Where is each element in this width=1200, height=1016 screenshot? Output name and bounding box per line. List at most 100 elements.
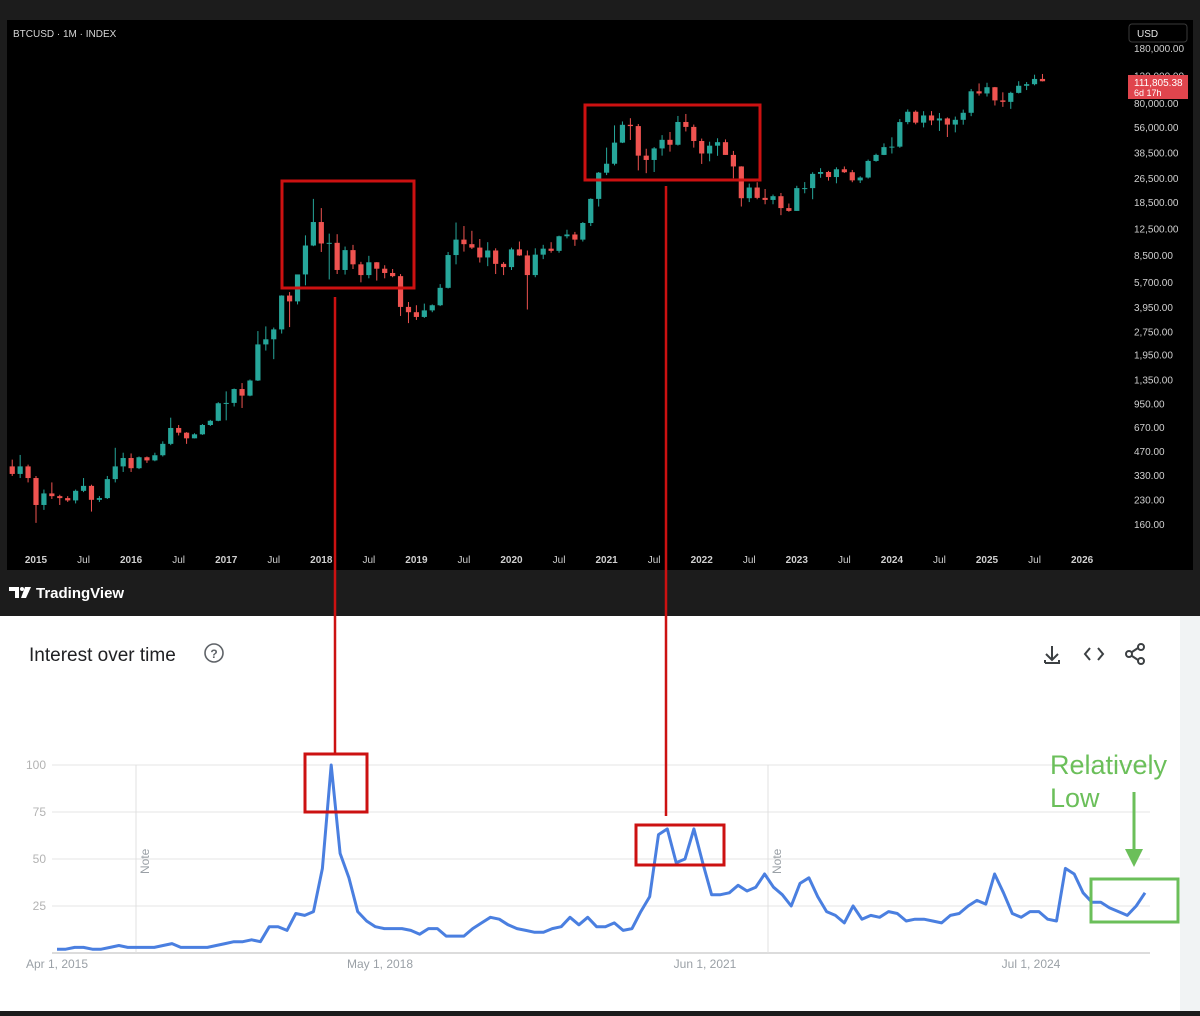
candle: [9, 459, 15, 476]
time-tick-label: 2024: [881, 555, 904, 566]
candle: [921, 111, 927, 128]
tradingview-footer: TradingView: [0, 570, 1200, 616]
time-tick-label: 2015: [25, 555, 48, 566]
candle: [199, 424, 206, 435]
time-tick-label: Jul: [77, 555, 90, 566]
candle: [421, 303, 427, 318]
candle: [112, 447, 118, 483]
candle: [675, 115, 681, 146]
candle: [453, 222, 459, 265]
time-tick-label: 2023: [786, 555, 809, 566]
candle: [294, 274, 301, 305]
candle: [825, 170, 832, 181]
candle: [57, 494, 63, 505]
candle: [191, 433, 198, 439]
candle: [683, 113, 689, 132]
candle: [1039, 73, 1046, 82]
candle: [247, 379, 253, 397]
time-tick-label: Jul: [648, 555, 661, 566]
candle: [556, 235, 562, 253]
candle: [73, 489, 79, 504]
price-tick-label: 670.00: [1134, 423, 1165, 434]
btcusd-candlestick-chart: 180,000.00120,000.0080,000.0056,000.0038…: [9, 23, 1188, 566]
candle: [437, 284, 443, 307]
tradingview-brand: TradingView: [36, 585, 124, 602]
candle: [667, 131, 673, 152]
time-tick-label: Jul: [553, 555, 566, 566]
candle: [873, 153, 879, 162]
candle: [952, 116, 958, 133]
candle: [358, 261, 364, 283]
price-tick-label: 950.00: [1134, 399, 1165, 410]
candle: [516, 241, 523, 256]
candle: [976, 83, 982, 96]
price-tick-label: 1,950.00: [1134, 351, 1173, 362]
note-marker-1[interactable]: Note: [135, 765, 152, 953]
time-tick-label: 2022: [691, 555, 714, 566]
candle: [604, 147, 610, 176]
price-tick-label: 2,750.00: [1134, 327, 1173, 338]
candle: [65, 496, 71, 502]
price-tick-label: 330.00: [1134, 471, 1165, 482]
candle: [207, 419, 213, 426]
help-circle-icon[interactable]: ?: [204, 643, 224, 663]
candle: [41, 489, 47, 510]
candle: [936, 112, 943, 131]
price-tick-label: 80,000.00: [1134, 99, 1179, 110]
candle: [984, 82, 990, 97]
candle: [318, 208, 324, 252]
candle: [770, 194, 776, 205]
candle: [572, 231, 578, 246]
note-marker-2[interactable]: Note: [767, 765, 784, 953]
candle: [342, 246, 348, 275]
candle: [429, 304, 435, 313]
candle: [596, 171, 602, 207]
candle: [88, 484, 95, 512]
time-scale[interactable]: 2015 Jul 2016 Jul 2017 Jul 2018 Jul 2019 Jul 2020 J…: [25, 555, 1094, 566]
last-price-label: 111,805.38: [1134, 78, 1183, 89]
candle: [532, 248, 538, 278]
candle: [485, 242, 491, 267]
countdown-label: 6d 17h: [1134, 88, 1162, 98]
candle: [897, 119, 903, 148]
candle: [80, 478, 87, 493]
time-tick-label: 2019: [405, 555, 428, 566]
candle: [350, 244, 356, 269]
candle: [390, 268, 396, 278]
candle: [397, 274, 404, 316]
candle: [651, 147, 657, 172]
note-label-1: Note: [138, 848, 152, 874]
x-tick-label: Apr 1, 2015: [26, 957, 88, 971]
candle: [334, 234, 340, 275]
y-tick-label: 100: [26, 758, 46, 772]
candle: [326, 233, 332, 280]
candle: [611, 125, 618, 166]
candle: [469, 230, 475, 250]
candle: [49, 482, 55, 499]
price-tick-label: 3,950.00: [1134, 303, 1173, 314]
candle: [722, 139, 729, 155]
price-tick-label: 160.00: [1134, 520, 1165, 531]
candle: [548, 242, 554, 253]
candle: [136, 456, 142, 470]
candle: [302, 235, 309, 286]
candle: [152, 452, 158, 462]
candle: [849, 169, 855, 183]
candle: [960, 109, 966, 125]
embed-code-icon[interactable]: [1083, 647, 1105, 661]
time-tick-label: 2026: [1071, 555, 1094, 566]
download-icon[interactable]: [1044, 646, 1060, 664]
tradingview-logo[interactable]: TradingView: [9, 585, 124, 602]
candle: [1008, 91, 1014, 109]
candle: [366, 255, 372, 279]
candle: [714, 138, 721, 156]
candle: [382, 265, 388, 279]
price-scale[interactable]: 180,000.00120,000.0080,000.0056,000.0038…: [1134, 44, 1184, 531]
candle: [144, 456, 150, 463]
share-icon[interactable]: [1125, 643, 1145, 665]
currency-button[interactable]: USD: [1128, 23, 1188, 43]
candle: [730, 150, 736, 179]
candle: [1031, 74, 1038, 86]
candle: [746, 183, 752, 203]
price-tick-label: 230.00: [1134, 495, 1165, 506]
